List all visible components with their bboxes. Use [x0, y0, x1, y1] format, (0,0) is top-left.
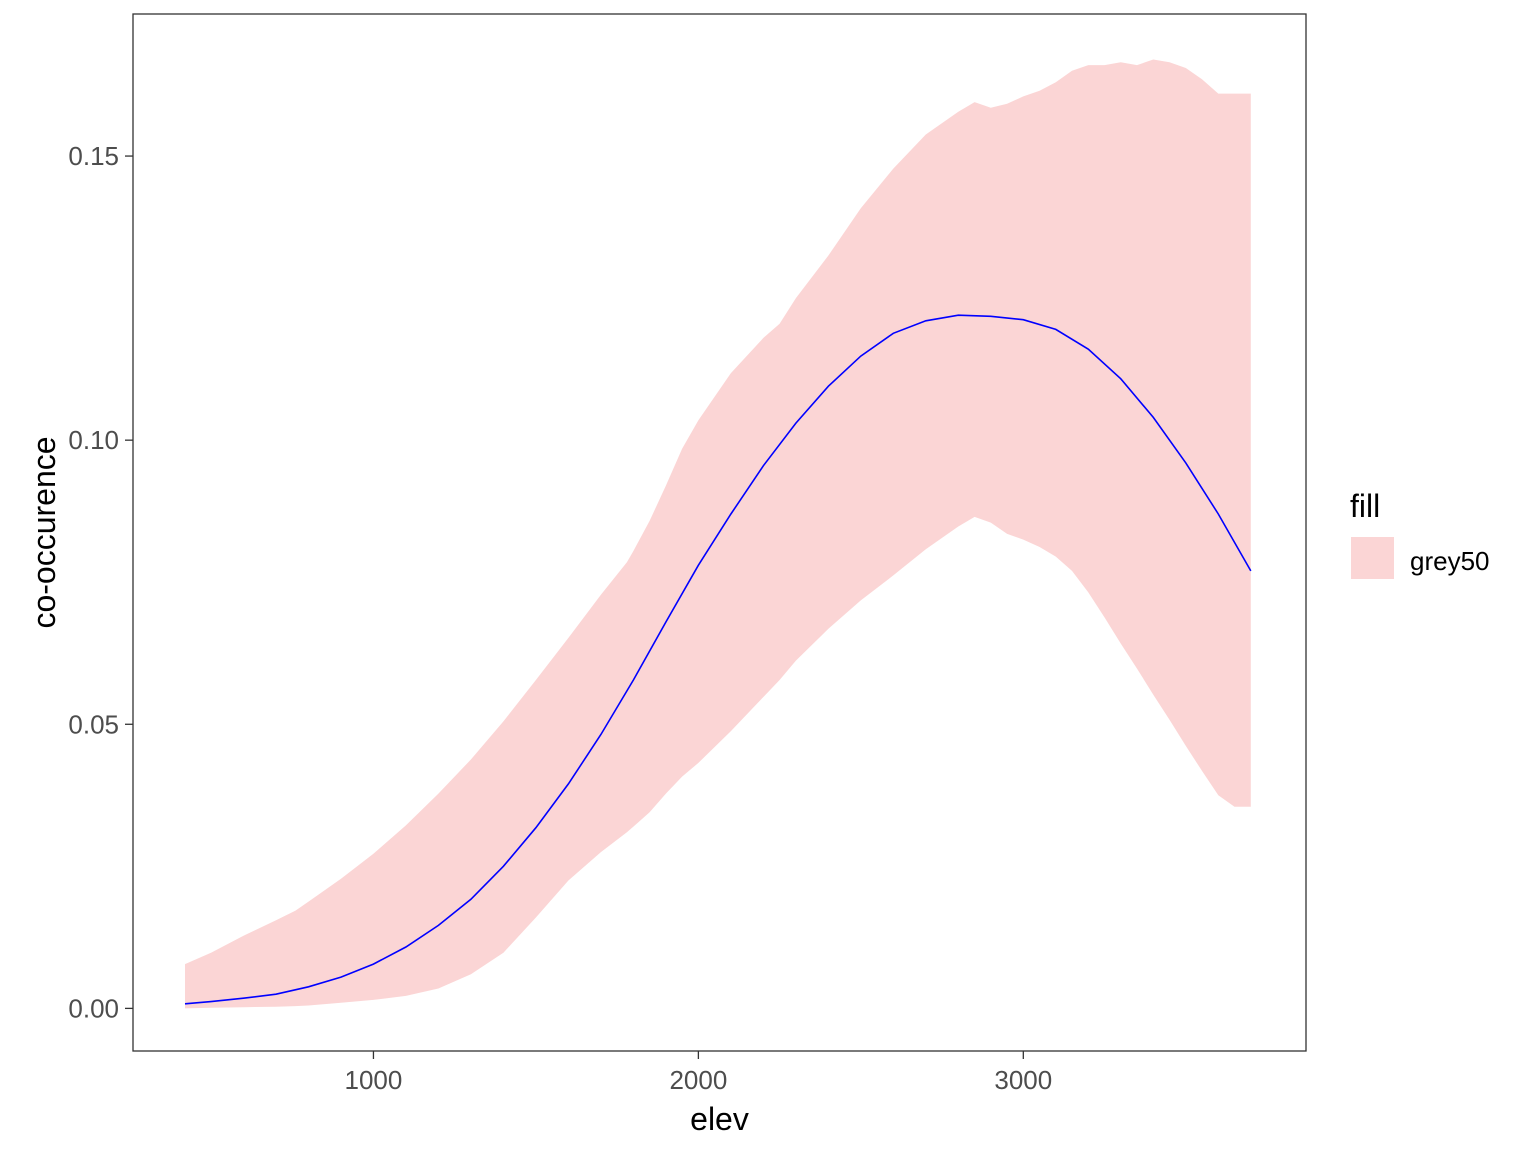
- legend: fill grey50: [1350, 488, 1490, 579]
- x-axis-title: elev: [690, 1101, 749, 1137]
- y-tick-label: 0.05: [68, 709, 119, 739]
- y-axis: 0.00 0.05 0.10 0.15: [68, 141, 133, 1023]
- y-tick-label: 0.10: [68, 425, 119, 455]
- fitted-line: [184, 314, 1252, 1005]
- y-tick-label: 0.00: [68, 993, 119, 1023]
- y-axis-title: co-occurence: [26, 436, 62, 628]
- legend-title: fill: [1350, 488, 1380, 524]
- legend-key-grey50: [1351, 537, 1394, 579]
- panel-border: [132, 13, 1307, 1052]
- x-tick-label: 2000: [669, 1065, 727, 1095]
- plot-area: [184, 59, 1252, 1009]
- x-axis: 1000 2000 3000: [345, 1051, 1052, 1095]
- legend-label-grey50: grey50: [1410, 546, 1490, 576]
- x-tick-label: 1000: [345, 1065, 403, 1095]
- x-tick-label: 3000: [994, 1065, 1052, 1095]
- y-tick-label: 0.15: [68, 141, 119, 171]
